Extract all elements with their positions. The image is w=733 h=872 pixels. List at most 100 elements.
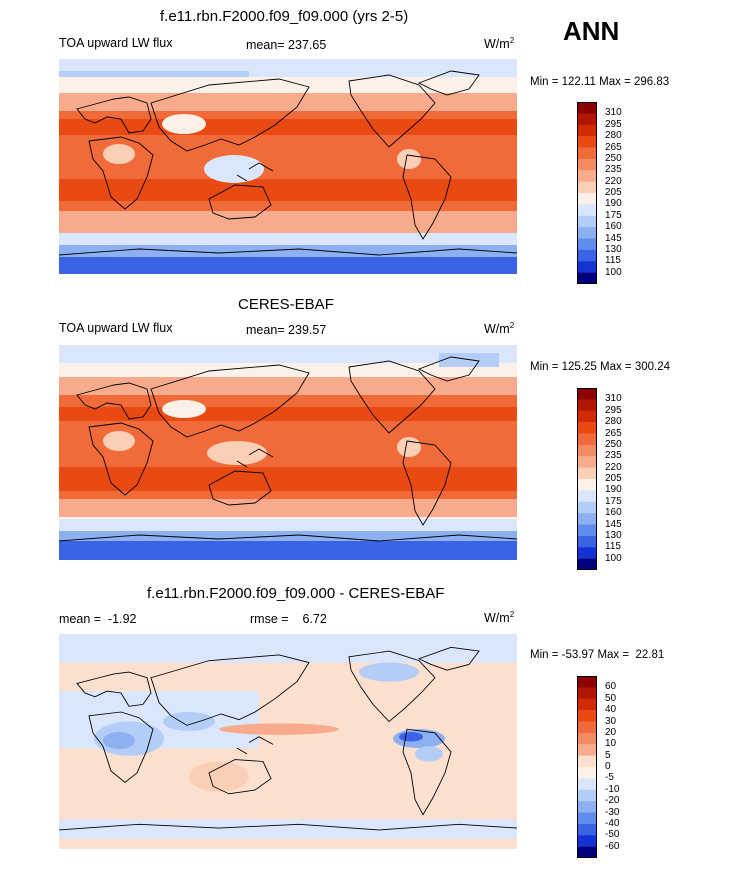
colorbar-frame xyxy=(577,102,597,284)
colorbar-tick-label: 220 xyxy=(605,175,622,187)
colorbar-tick-label: 220 xyxy=(605,461,622,473)
colorbar-swatch xyxy=(577,755,597,768)
panel-3-units: W/m2 xyxy=(484,610,515,626)
colorbar-tick-label: -10 xyxy=(605,783,620,795)
colorbar-tick-label: -60 xyxy=(605,840,620,852)
colorbar-swatch xyxy=(577,124,597,137)
panel-2-min-max: Min = 125.25 Max = 300.24 xyxy=(530,361,671,373)
colorbar-swatch xyxy=(577,261,597,273)
colorbar-swatch xyxy=(577,710,597,722)
colorbar-swatch xyxy=(577,422,597,434)
panel-2-variable-label: TOA upward LW flux xyxy=(59,321,173,335)
colorbar-tick-label: 280 xyxy=(605,416,622,428)
colorbar-swatch xyxy=(577,147,597,160)
colorbar-tick-label: -30 xyxy=(605,806,620,818)
colorbar-tick-label: 145 xyxy=(605,518,622,530)
panel-2-map xyxy=(59,345,517,560)
colorbar-swatch xyxy=(577,410,597,423)
colorbar-swatch xyxy=(577,687,597,700)
colorbar-swatch xyxy=(577,215,597,228)
colorbar-swatch xyxy=(577,524,597,537)
colorbar-swatch xyxy=(577,767,597,779)
colorbar-swatch xyxy=(577,113,597,126)
panel-3-colorbar xyxy=(577,676,597,859)
colorbar-tick-label: 10 xyxy=(605,738,617,750)
colorbar-tick-label: 50 xyxy=(605,692,617,704)
colorbar-swatch xyxy=(577,467,597,480)
colorbar-tick-label: 280 xyxy=(605,130,622,142)
panel-1-map xyxy=(59,59,517,274)
panel-2-colorbar xyxy=(577,388,597,571)
colorbar-tick-label: 250 xyxy=(605,152,622,164)
colorbar-tick-label: 60 xyxy=(605,681,617,693)
colorbar-frame xyxy=(577,388,597,570)
panel-3-title: f.e11.rbn.F2000.f09_f09.000 - CERES-EBAF xyxy=(147,585,445,602)
colorbar-swatch xyxy=(577,158,597,171)
colorbar-tick-label: 40 xyxy=(605,704,617,716)
colorbar-swatch xyxy=(577,181,597,194)
colorbar-tick-label: -50 xyxy=(605,829,620,841)
colorbar-swatch xyxy=(577,102,597,114)
season-label: ANN xyxy=(563,16,620,46)
colorbar-swatch xyxy=(577,513,597,525)
colorbar-tick-label: 145 xyxy=(605,232,622,244)
colorbar-tick-label: 295 xyxy=(605,118,622,130)
colorbar-tick-label: 130 xyxy=(605,529,622,541)
colorbar-tick-label: 30 xyxy=(605,715,617,727)
colorbar-swatch xyxy=(577,490,597,503)
colorbar-tick-label: 250 xyxy=(605,438,622,450)
colorbar-tick-label: 295 xyxy=(605,404,622,416)
colorbar-swatch xyxy=(577,444,597,457)
colorbar-tick-label: -40 xyxy=(605,817,620,829)
colorbar-swatch xyxy=(577,698,597,711)
colorbar-swatch xyxy=(577,676,597,688)
colorbar-tick-label: 205 xyxy=(605,473,622,484)
colorbar-tick-label: 115 xyxy=(605,255,621,267)
colorbar-swatch xyxy=(577,535,597,548)
panel-2-mean-label: mean= 239.57 xyxy=(246,323,327,337)
colorbar-swatch xyxy=(577,136,597,148)
colorbar-swatch xyxy=(577,812,597,825)
colorbar-tick-label: 310 xyxy=(605,107,622,119)
colorbar-swatch xyxy=(577,558,597,571)
panel-1-colorbar xyxy=(577,102,597,285)
colorbar-swatch xyxy=(577,170,597,182)
colorbar-swatch xyxy=(577,238,597,251)
panel-2-units: W/m2 xyxy=(484,321,515,337)
colorbar-swatch xyxy=(577,823,597,836)
colorbar-frame xyxy=(577,676,597,858)
colorbar-tick-label: 265 xyxy=(605,427,622,439)
colorbar-swatch xyxy=(577,249,597,262)
colorbar-swatch xyxy=(577,204,597,217)
colorbar-swatch xyxy=(577,778,597,791)
colorbar-tick-label: 205 xyxy=(605,187,622,198)
colorbar-tick-label: 190 xyxy=(605,484,622,496)
colorbar-tick-label: 160 xyxy=(605,221,622,233)
colorbar-tick-label: 310 xyxy=(605,393,622,405)
colorbar-tick-label: 175 xyxy=(605,495,622,507)
colorbar-tick-label: 20 xyxy=(605,726,617,738)
colorbar-swatch xyxy=(577,227,597,239)
panel-1-units: W/m2 xyxy=(484,36,515,52)
colorbar-swatch xyxy=(577,501,597,514)
colorbar-swatch xyxy=(577,388,597,400)
colorbar-tick-label: 100 xyxy=(605,552,622,564)
colorbar-swatch xyxy=(577,547,597,559)
colorbar-tick-label: 265 xyxy=(605,141,622,153)
panel-3-mean-label: mean = -1.92 xyxy=(59,612,137,626)
panel-3-rmse-label: rmse = 6.72 xyxy=(250,612,327,626)
colorbar-swatch xyxy=(577,399,597,412)
colorbar-swatch xyxy=(577,789,597,802)
colorbar-swatch xyxy=(577,272,597,285)
colorbar-swatch xyxy=(577,193,597,205)
panel-3-map xyxy=(59,634,517,849)
panel-3-min-max: Min = -53.97 Max = 22.81 xyxy=(530,649,665,661)
colorbar-swatch xyxy=(577,479,597,491)
colorbar-swatch xyxy=(577,846,597,859)
colorbar-swatch xyxy=(577,456,597,468)
colorbar-tick-label: 175 xyxy=(605,209,622,221)
panel-1-mean-label: mean= 237.65 xyxy=(246,38,327,52)
colorbar-tick-label: 115 xyxy=(605,541,621,553)
colorbar-swatch xyxy=(577,433,597,446)
colorbar-swatch xyxy=(577,732,597,745)
